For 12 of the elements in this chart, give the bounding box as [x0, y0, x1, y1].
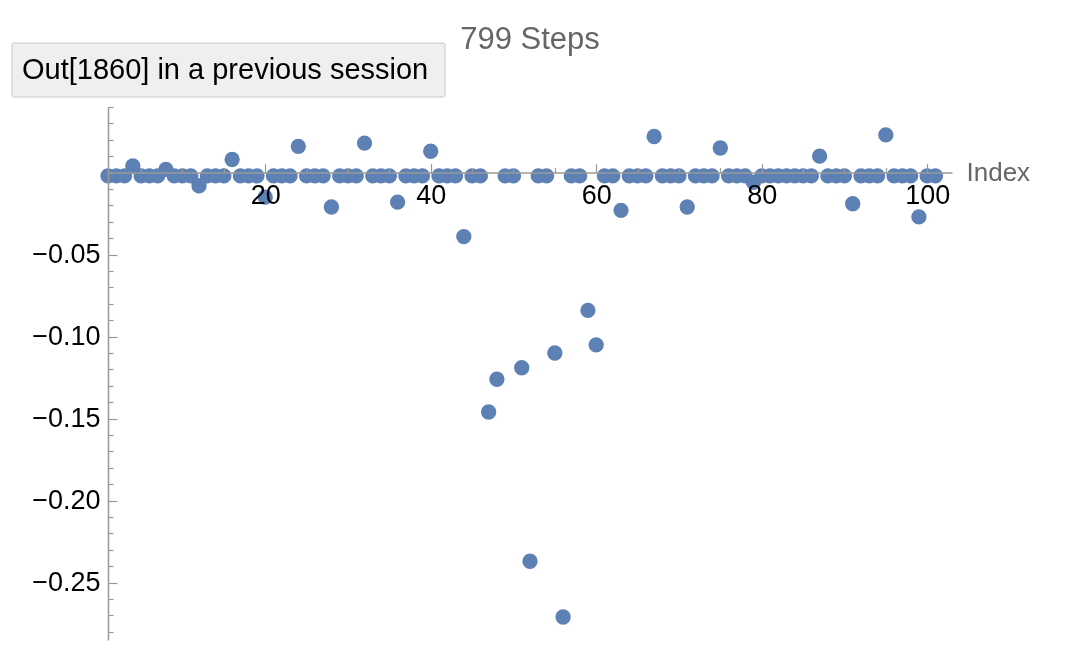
y-tick-label: −0.25: [32, 567, 101, 598]
x-tick-label: 60: [581, 180, 612, 211]
y-tick-label: −0.10: [32, 321, 101, 352]
x-tick-label: 100: [905, 180, 951, 211]
y-tick-label: −0.05: [32, 239, 101, 270]
y-tick-label: −0.15: [32, 403, 101, 434]
x-tick-label: 40: [416, 180, 447, 211]
text: Out[1860] in a previous session: [22, 53, 429, 85]
chart-title: 799 Steps: [460, 20, 600, 56]
x-tick-label: 80: [747, 180, 778, 211]
y-tick-label: −0.20: [32, 485, 101, 516]
x-axis-title: Index: [966, 157, 1031, 188]
